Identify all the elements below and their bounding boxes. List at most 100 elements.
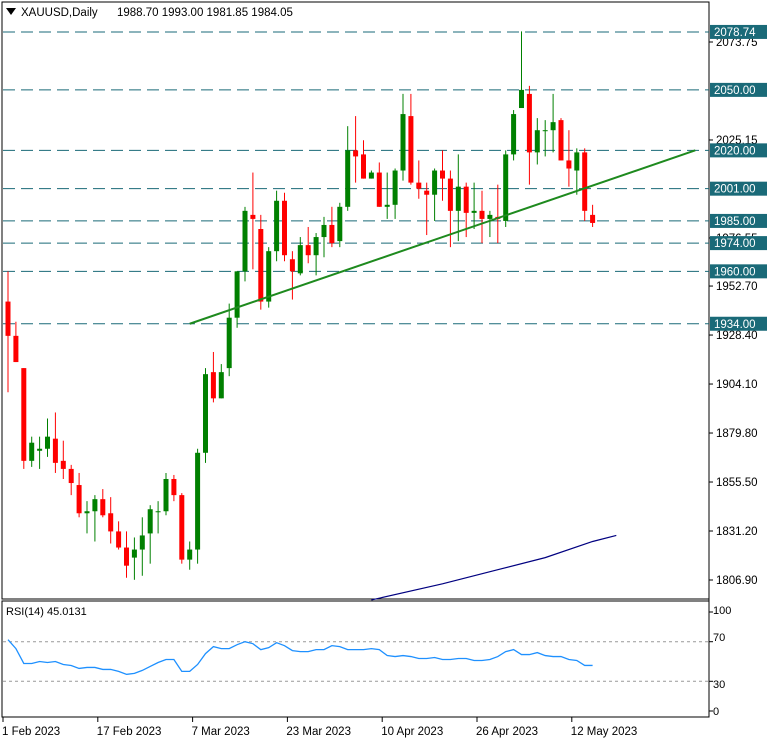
candle[interactable] <box>503 150 509 227</box>
candle[interactable] <box>534 118 540 165</box>
candle[interactable] <box>416 160 422 199</box>
candle[interactable] <box>582 148 588 221</box>
candle[interactable] <box>258 214 264 310</box>
candle[interactable] <box>487 210 493 238</box>
candle[interactable] <box>124 531 129 578</box>
candle[interactable] <box>424 182 430 236</box>
price-tick-label: 1928.40 <box>716 330 758 342</box>
candle[interactable] <box>250 172 256 270</box>
candle[interactable] <box>353 116 359 183</box>
level-price-label: 2050.00 <box>714 85 756 97</box>
candle[interactable] <box>313 233 319 276</box>
candle[interactable] <box>116 521 122 550</box>
chart-header: XAUUSD,Daily 1988.70 1993.00 1981.85 198… <box>6 7 293 19</box>
candle[interactable] <box>321 216 327 258</box>
candle[interactable] <box>139 517 145 576</box>
candle[interactable] <box>289 251 295 300</box>
level-price-box <box>710 264 767 279</box>
candle[interactable] <box>84 501 90 534</box>
candle[interactable] <box>203 368 208 463</box>
trendline[interactable] <box>189 149 696 325</box>
candle[interactable] <box>408 93 414 185</box>
candle[interactable] <box>495 184 501 244</box>
candle[interactable] <box>131 537 137 580</box>
candle[interactable] <box>234 271 240 328</box>
candle[interactable] <box>187 541 193 570</box>
candle-body <box>266 251 272 302</box>
candle[interactable] <box>171 474 177 502</box>
candle[interactable] <box>226 303 232 377</box>
candle[interactable] <box>479 190 485 244</box>
moving-average-line <box>371 534 617 601</box>
candle-body <box>124 547 129 566</box>
candle-body <box>29 442 35 461</box>
date-tick-label: 10 Apr 2023 <box>381 726 443 738</box>
candle-body <box>590 214 596 223</box>
candle[interactable] <box>392 168 398 219</box>
candle[interactable] <box>218 364 224 399</box>
candle[interactable] <box>29 436 35 467</box>
candle[interactable] <box>368 170 374 179</box>
candle[interactable] <box>511 110 517 161</box>
candle[interactable] <box>147 505 153 564</box>
candle[interactable] <box>297 237 303 276</box>
candle[interactable] <box>108 497 114 544</box>
candle[interactable] <box>195 448 201 564</box>
trendline-layer <box>189 149 696 325</box>
candle[interactable] <box>400 93 406 181</box>
candle[interactable] <box>210 351 216 403</box>
candle[interactable] <box>440 150 445 201</box>
candle[interactable] <box>590 204 596 227</box>
candle[interactable] <box>574 148 580 195</box>
level-price-label: 2078.74 <box>714 27 756 39</box>
candle-body <box>400 114 406 171</box>
candle[interactable] <box>455 154 461 242</box>
candle[interactable] <box>558 118 564 161</box>
candle-body <box>92 499 98 512</box>
candle[interactable] <box>519 31 524 109</box>
candle[interactable] <box>68 464 74 496</box>
candle-body <box>424 190 430 195</box>
candle[interactable] <box>566 130 572 187</box>
level-price-box <box>710 236 767 251</box>
candle[interactable] <box>542 120 548 157</box>
candle[interactable] <box>179 493 185 564</box>
candle[interactable] <box>100 489 106 518</box>
candle[interactable] <box>163 472 169 516</box>
candle[interactable] <box>329 206 335 248</box>
candle[interactable] <box>13 321 19 363</box>
candle[interactable] <box>526 85 532 185</box>
candle[interactable] <box>242 206 248 282</box>
candle-body <box>313 237 319 256</box>
collapse-triangle-icon[interactable] <box>6 8 16 15</box>
candle[interactable] <box>45 418 50 457</box>
candle[interactable] <box>305 226 311 264</box>
candle[interactable] <box>361 140 366 179</box>
level-price-box <box>710 82 767 97</box>
price-tick-label: 1855.50 <box>716 477 758 489</box>
candle[interactable] <box>92 495 98 542</box>
candle[interactable] <box>550 93 556 153</box>
price-axis-ticks: 2073.752025.151976.551952.701928.401904.… <box>709 37 758 587</box>
candle[interactable] <box>471 182 477 229</box>
candle[interactable] <box>60 440 66 479</box>
candle[interactable] <box>21 368 27 469</box>
candle-body <box>116 531 122 548</box>
candle[interactable] <box>376 162 382 207</box>
candle[interactable] <box>384 172 390 219</box>
candle[interactable] <box>52 412 58 473</box>
candle[interactable] <box>274 190 280 262</box>
price-tick-label: 1904.10 <box>716 379 758 391</box>
candle[interactable] <box>76 472 82 518</box>
candle[interactable] <box>282 192 287 262</box>
level-price-label: 2001.00 <box>714 184 756 196</box>
candle-body <box>305 245 311 256</box>
candle[interactable] <box>266 247 272 308</box>
candle[interactable] <box>337 202 343 248</box>
candle[interactable] <box>155 501 161 534</box>
candle[interactable] <box>345 126 351 211</box>
candle[interactable] <box>432 168 438 221</box>
candle[interactable] <box>5 271 11 393</box>
candle[interactable] <box>37 436 43 469</box>
